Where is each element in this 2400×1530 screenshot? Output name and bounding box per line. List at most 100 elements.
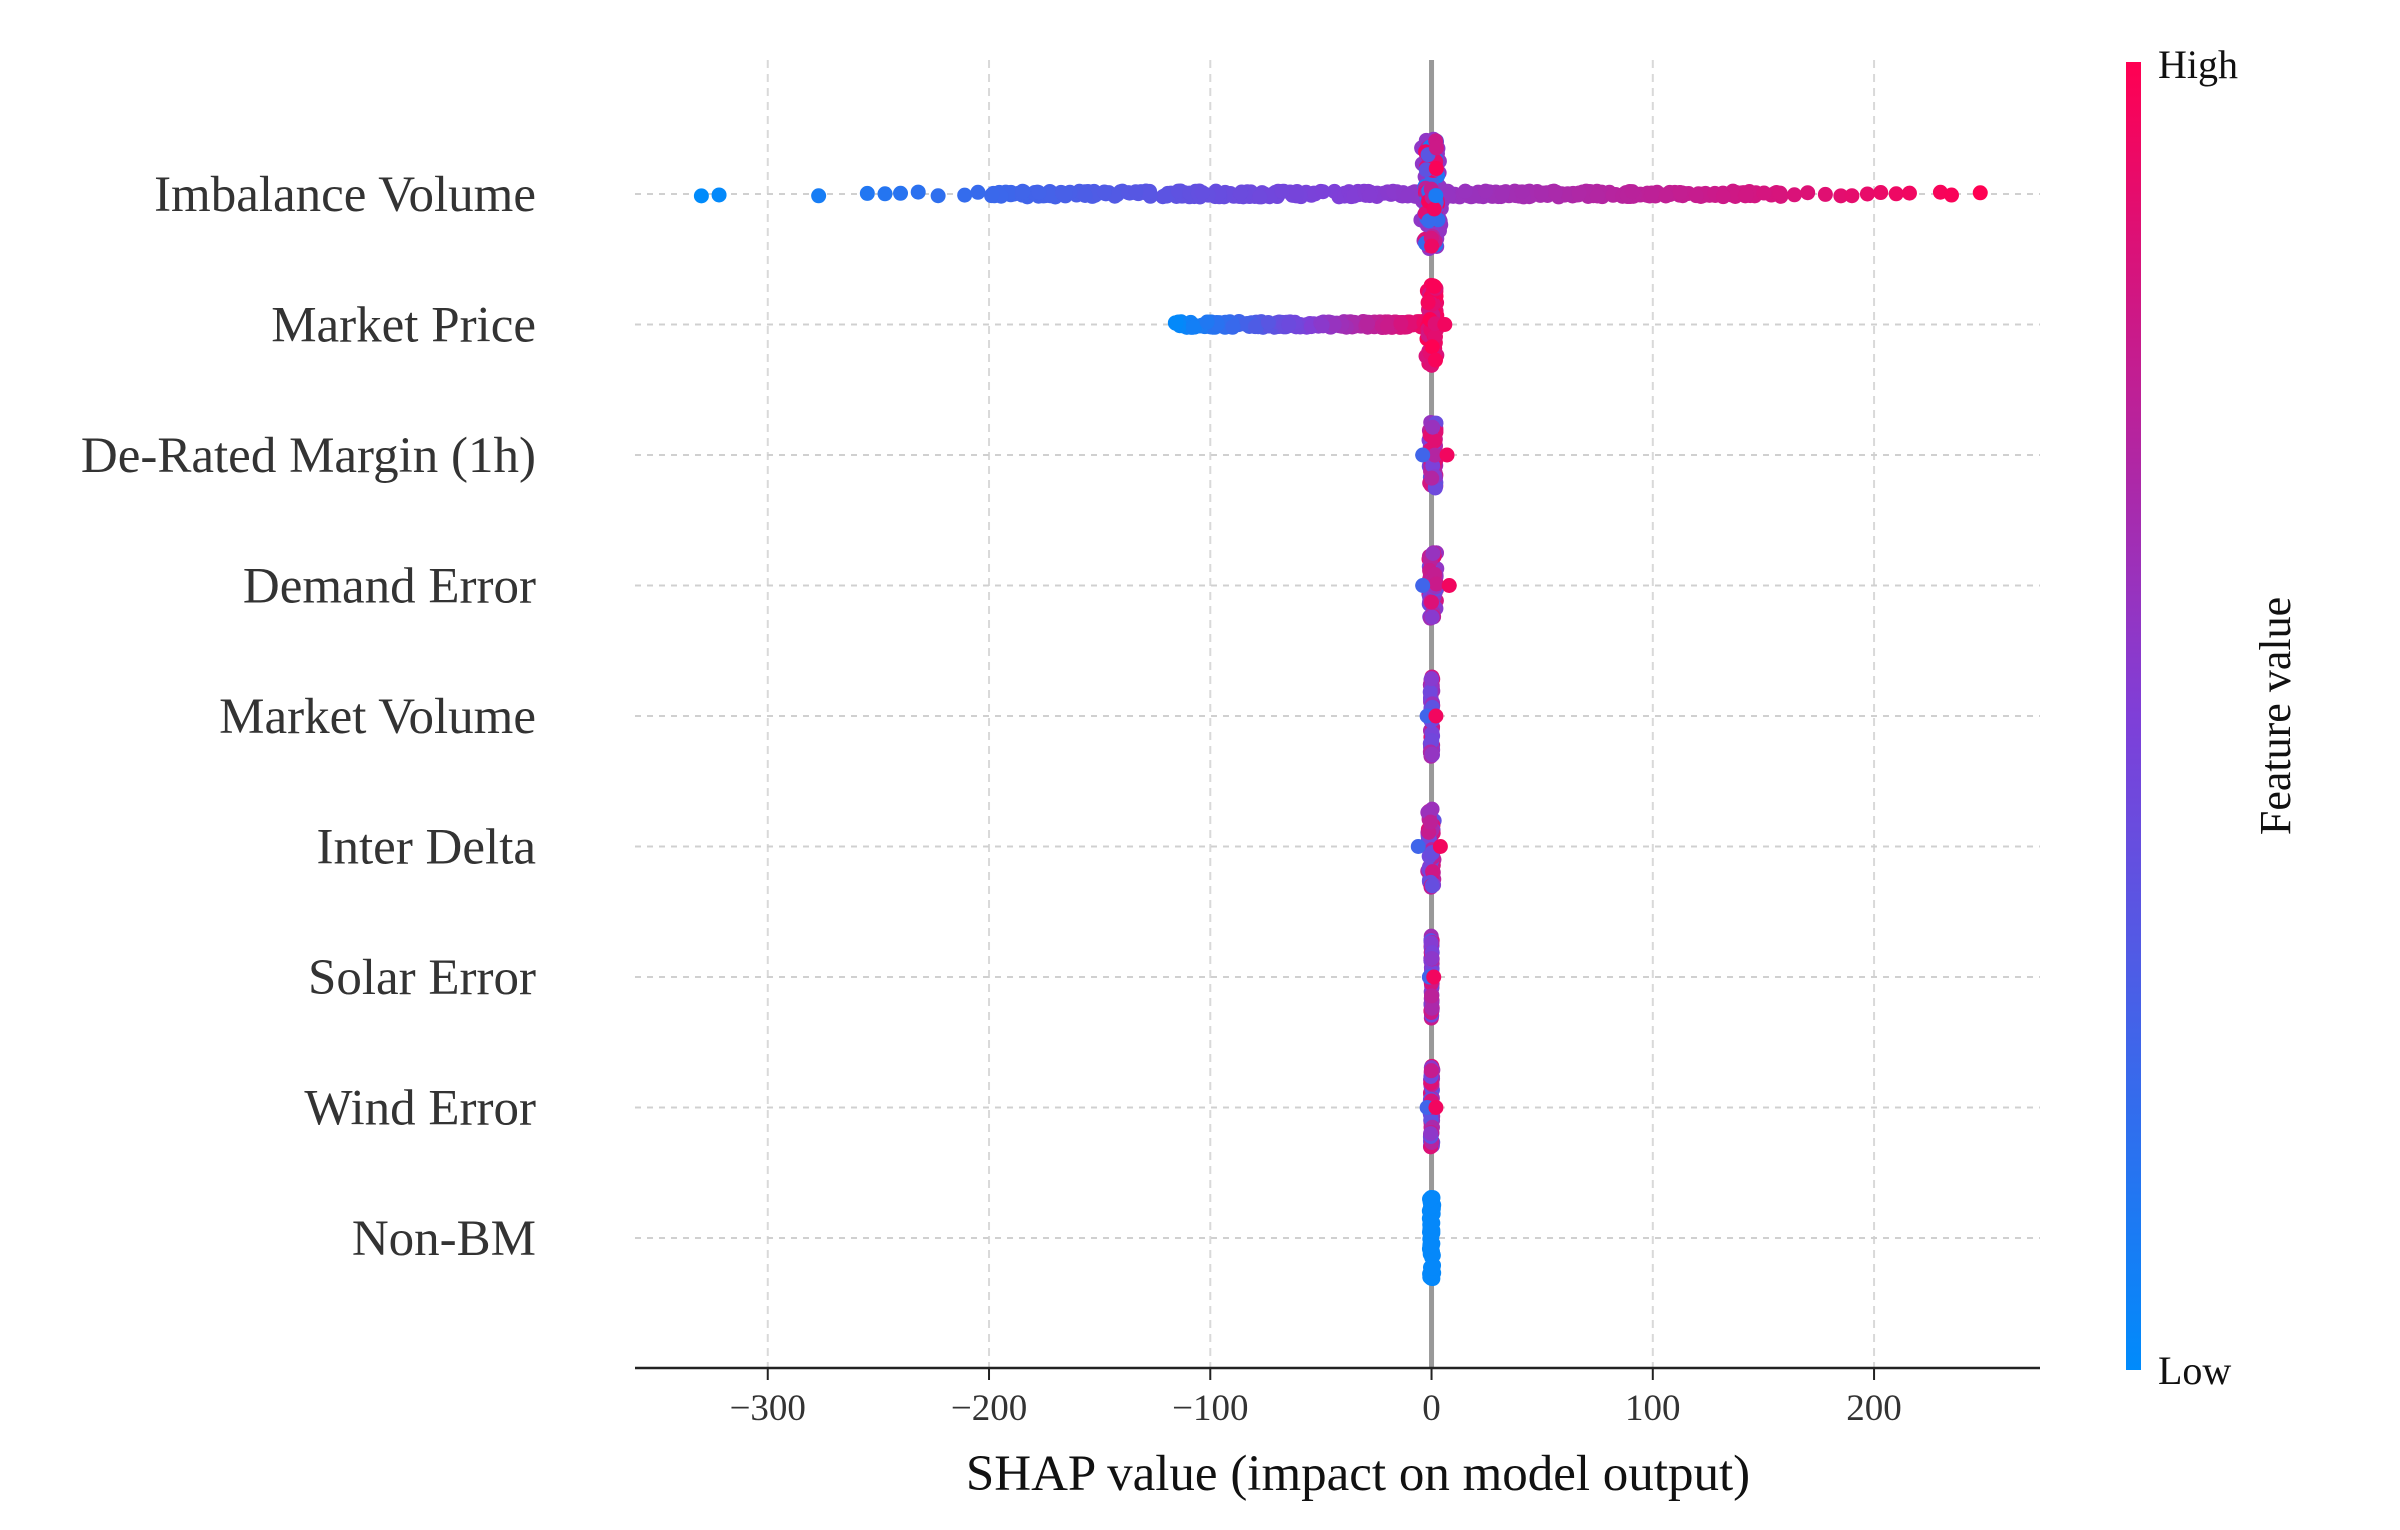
shap-outlier-point [1844, 188, 1860, 204]
shap-point [1547, 184, 1563, 200]
colorbar-title: Feature value [2251, 597, 2300, 835]
shap-point [1260, 314, 1276, 330]
shap-point [1404, 315, 1420, 331]
shap-point [1428, 188, 1444, 204]
x-tick-label: −300 [730, 1388, 806, 1429]
x-tick-label: −200 [951, 1388, 1027, 1429]
feature-labels: Imbalance Volume Market Price De-Rated Mar… [81, 167, 536, 1267]
shap-outlier-point [859, 185, 875, 201]
shap-point [1423, 671, 1439, 687]
grid-layer [635, 60, 2040, 1368]
shap-outlier-point [957, 187, 973, 203]
x-tick-label: 200 [1846, 1388, 1902, 1429]
feature-label: Solar Error [308, 950, 536, 1006]
shap-point [1424, 238, 1440, 254]
shap-point [1096, 184, 1112, 200]
shap-point [1688, 188, 1704, 204]
shap-point [1424, 988, 1440, 1004]
shap-point [1128, 184, 1144, 200]
shap-outlier-point [1972, 185, 1988, 201]
shap-point [1644, 185, 1660, 201]
shap-point [1715, 189, 1731, 205]
shap-point [1738, 187, 1754, 203]
shap-point [1439, 447, 1455, 463]
shap-outlier-point [893, 185, 909, 201]
x-tick-label: 0 [1422, 1388, 1441, 1429]
shap-outlier-point [1786, 187, 1802, 203]
feature-label: De-Rated Margin (1h) [81, 428, 536, 484]
shap-outlier-point [910, 184, 926, 200]
shap-point [1424, 878, 1440, 894]
feature-label: Demand Error [243, 559, 536, 615]
shap-outlier-point [1901, 185, 1917, 201]
shap-point [1428, 352, 1444, 368]
colorbar-low-label: Low [2158, 1348, 2231, 1393]
feature-label: Wind Error [304, 1081, 536, 1137]
shap-point [1425, 1260, 1441, 1276]
shap-point [1478, 183, 1494, 199]
shap-point [1194, 185, 1210, 201]
shap-point [1031, 185, 1047, 201]
shap-outlier-point [1873, 185, 1889, 201]
shap-point [1672, 185, 1688, 201]
x-tick-label: 100 [1625, 1388, 1681, 1429]
shap-point [1199, 314, 1215, 330]
shap-point [1424, 470, 1440, 486]
points-layer [693, 131, 1988, 1287]
shap-point [1494, 186, 1510, 202]
shap-point [1422, 684, 1438, 700]
shap-point [1427, 433, 1443, 449]
colorbar-gradient [2126, 62, 2141, 1370]
shap-outlier-point [811, 188, 827, 204]
shap-point [1457, 183, 1473, 199]
feature-label: Inter Delta [317, 820, 536, 876]
shap-point [1658, 188, 1674, 204]
shap-point [1772, 185, 1788, 201]
shap-point [1424, 1000, 1440, 1016]
shap-point [1624, 184, 1640, 200]
shap-point [1514, 184, 1530, 200]
shap-point [1232, 185, 1248, 201]
shap-point [1400, 188, 1416, 204]
shap-point [1441, 578, 1457, 593]
shap-outlier-point [1943, 187, 1959, 203]
shap-point [1424, 339, 1440, 355]
shap-point [984, 187, 1000, 203]
shap-point [1360, 316, 1376, 332]
shap-point [1077, 188, 1093, 204]
shap-point [1393, 316, 1409, 332]
shap-point [1168, 315, 1184, 331]
shap-outlier-point [930, 188, 946, 204]
shap-point [1560, 186, 1576, 202]
shap-point [1281, 317, 1297, 333]
colorbar: High Low Feature value [2126, 42, 2300, 1393]
feature-label: Non-BM [352, 1211, 536, 1267]
shap-point [1425, 545, 1441, 561]
shap-point [1428, 576, 1444, 592]
shap-outlier-point [877, 186, 893, 202]
shap-point [1410, 839, 1426, 854]
colorbar-high-label: High [2158, 42, 2238, 87]
shap-point [1057, 186, 1073, 202]
shap-point [1432, 839, 1448, 854]
shap-point [1015, 184, 1031, 200]
shap-point [1426, 969, 1442, 985]
shap-point [1423, 1063, 1439, 1079]
shap-point [1426, 278, 1442, 294]
shap-point [1287, 184, 1303, 200]
shap-point [1415, 447, 1431, 463]
shap-point [1159, 188, 1175, 204]
shap-point [1362, 188, 1378, 204]
shap-point [1422, 814, 1438, 830]
shap-outlier-point [1817, 186, 1833, 202]
shap-point [1427, 447, 1443, 463]
shap-point [1424, 950, 1440, 966]
shap-point [1425, 419, 1441, 435]
shap-outlier-point [711, 187, 727, 203]
shap-point [1428, 1100, 1444, 1115]
shap-point [1428, 161, 1444, 177]
shap-point [1424, 609, 1440, 625]
shap-point [1423, 594, 1439, 610]
feature-label: Imbalance Volume [154, 167, 536, 223]
